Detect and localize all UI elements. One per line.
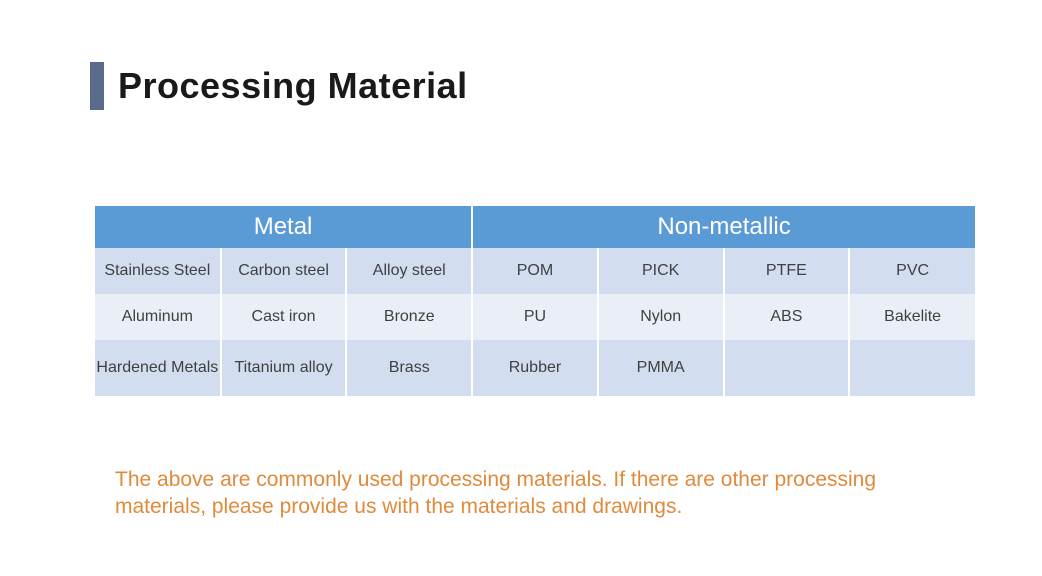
table-row: Aluminum Cast iron Bronze PU Nylon ABS B… bbox=[95, 294, 975, 340]
cell: ABS bbox=[724, 294, 850, 340]
materials-table: Metal Non-metallic Stainless Steel Carbo… bbox=[95, 206, 975, 396]
cell: Stainless Steel bbox=[95, 248, 221, 294]
cell: PU bbox=[472, 294, 598, 340]
cell: Titanium alloy bbox=[221, 340, 347, 396]
cell: PTFE bbox=[724, 248, 850, 294]
table-header-row: Metal Non-metallic bbox=[95, 206, 975, 248]
cell: Aluminum bbox=[95, 294, 221, 340]
header-metal: Metal bbox=[95, 206, 472, 248]
cell: Hardened Metals bbox=[95, 340, 221, 396]
cell bbox=[849, 340, 975, 396]
cell: PICK bbox=[598, 248, 724, 294]
page-title: Processing Material bbox=[118, 65, 468, 107]
cell bbox=[724, 340, 850, 396]
cell: Bakelite bbox=[849, 294, 975, 340]
cell: Nylon bbox=[598, 294, 724, 340]
cell: Bronze bbox=[346, 294, 472, 340]
cell: Cast iron bbox=[221, 294, 347, 340]
cell: POM bbox=[472, 248, 598, 294]
accent-bar bbox=[90, 62, 104, 110]
slide: Processing Material Metal Non-metallic S… bbox=[0, 0, 1042, 576]
cell: Rubber bbox=[472, 340, 598, 396]
title-block: Processing Material bbox=[90, 62, 468, 110]
cell: Brass bbox=[346, 340, 472, 396]
header-nonmetal: Non-metallic bbox=[472, 206, 975, 248]
footnote: The above are commonly used processing m… bbox=[115, 466, 935, 521]
table-row: Hardened Metals Titanium alloy Brass Rub… bbox=[95, 340, 975, 396]
cell: Alloy steel bbox=[346, 248, 472, 294]
cell: PVC bbox=[849, 248, 975, 294]
cell: PMMA bbox=[598, 340, 724, 396]
table-row: Stainless Steel Carbon steel Alloy steel… bbox=[95, 248, 975, 294]
cell: Carbon steel bbox=[221, 248, 347, 294]
